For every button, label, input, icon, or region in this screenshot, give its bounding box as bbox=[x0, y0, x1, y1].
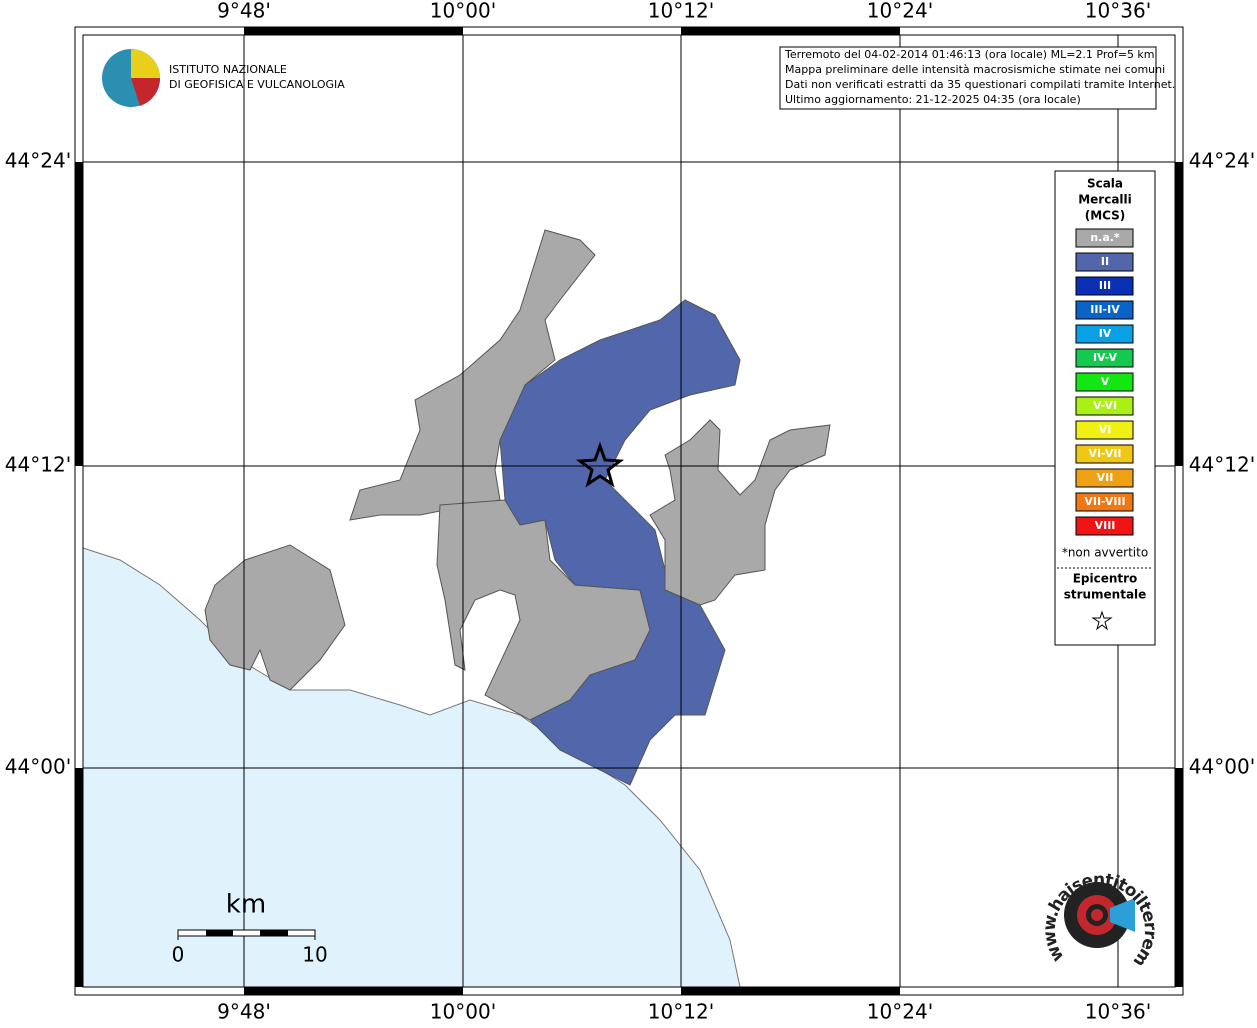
legend-swatch bbox=[1075, 276, 1134, 296]
legend-label: IV bbox=[1099, 327, 1112, 340]
frame-ticks bbox=[75, 27, 1183, 995]
legend-label: II bbox=[1101, 255, 1109, 268]
epicenter bbox=[575, 441, 625, 488]
region bbox=[499, 299, 741, 786]
legend-swatch bbox=[1075, 324, 1134, 344]
legend-epicenter: Epicentro bbox=[1073, 572, 1138, 586]
legend-swatch bbox=[1075, 420, 1134, 440]
lat-label: 44°24' bbox=[5, 149, 71, 173]
legend-label: V bbox=[1101, 375, 1110, 388]
legend-label: VII-VIII bbox=[1084, 495, 1125, 508]
scale-label: 0 bbox=[172, 943, 185, 967]
info-box bbox=[779, 46, 1157, 110]
lon-label: 9°48' bbox=[217, 0, 271, 23]
scale-bar: km 0 10 bbox=[172, 890, 328, 967]
legend-label: VII bbox=[1097, 471, 1114, 484]
lon-label: 10°24' bbox=[867, 0, 933, 23]
lon-label: 10°36' bbox=[1085, 0, 1151, 23]
lon-label: 10°12' bbox=[648, 1000, 714, 1024]
logo-text: DI GEOFISICA E VULCANOLOGIA bbox=[169, 78, 345, 91]
legend-label: III-IV bbox=[1090, 303, 1120, 316]
info-line: Dati non verificati estratti da 35 quest… bbox=[785, 78, 1175, 91]
legend-star bbox=[1091, 610, 1113, 631]
legend-label: VI bbox=[1099, 423, 1112, 436]
legend-swatch bbox=[1075, 372, 1134, 392]
legend-note: *non avvertito bbox=[1062, 546, 1148, 560]
legend-swatch bbox=[1075, 348, 1134, 368]
info-line: Ultimo aggiornamento: 21-12-2025 04:35 (… bbox=[785, 93, 1081, 106]
logo: ISTITUTO NAZIONALE DI GEOFISICA E VULCAN… bbox=[102, 49, 345, 107]
lon-label: 10°36' bbox=[1085, 1000, 1151, 1024]
legend-swatch bbox=[1075, 252, 1134, 272]
legend-swatch bbox=[1075, 468, 1134, 488]
lat-label: 44°24' bbox=[1189, 149, 1255, 173]
legend-swatch bbox=[1075, 228, 1134, 248]
legend-swatch bbox=[1075, 300, 1134, 320]
region bbox=[204, 544, 346, 691]
legend-label: VIII bbox=[1095, 519, 1116, 532]
lat-label: 44°00' bbox=[1189, 755, 1255, 779]
legend-label: VI-VII bbox=[1088, 447, 1121, 460]
legend-swatch bbox=[1075, 516, 1134, 536]
scale-label: 10 bbox=[302, 943, 327, 967]
legend-label: V-VI bbox=[1093, 399, 1117, 412]
lon-label: 10°24' bbox=[867, 1000, 933, 1024]
lon-label: 10°12' bbox=[648, 0, 714, 23]
lat-label: 44°12' bbox=[1189, 453, 1255, 477]
legend-title: (MCS) bbox=[1085, 209, 1126, 223]
scale-unit: km bbox=[226, 890, 266, 920]
legend-swatch bbox=[1075, 396, 1134, 416]
lon-label: 9°48' bbox=[217, 1000, 271, 1024]
lat-label: 44°12' bbox=[5, 453, 71, 477]
lat-label: 44°00' bbox=[5, 755, 71, 779]
legend-title: Mercalli bbox=[1078, 193, 1132, 207]
legend-label: III bbox=[1099, 279, 1111, 292]
legend-swatch bbox=[1075, 444, 1134, 464]
lon-label: 10°00' bbox=[430, 1000, 496, 1024]
legend-label: n.a.* bbox=[1090, 231, 1120, 244]
legend-epicenter: strumentale bbox=[1064, 588, 1147, 602]
logo-text: ISTITUTO NAZIONALE bbox=[169, 63, 287, 76]
info-line: Terremoto del 04-02-2014 01:46:13 (ora l… bbox=[784, 48, 1155, 61]
legend-label: IV-V bbox=[1093, 351, 1118, 364]
legend-swatch bbox=[1075, 492, 1134, 512]
lon-label: 10°00' bbox=[430, 0, 496, 23]
legend-title: Scala bbox=[1087, 177, 1123, 191]
info-line: Mappa preliminare delle intensità macros… bbox=[785, 63, 1165, 76]
